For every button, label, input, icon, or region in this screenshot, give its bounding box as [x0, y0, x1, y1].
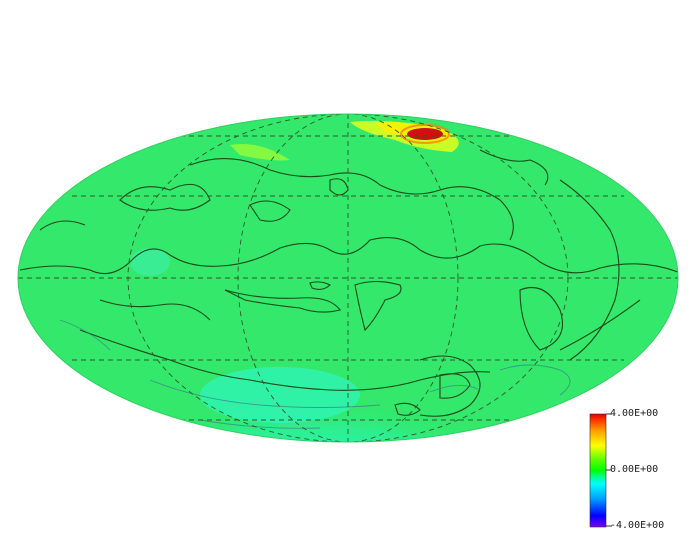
- colorbar-labels: 4.00E+00 0.00E+00 -4.00E+00: [588, 408, 688, 531]
- west-cyan-patch: [130, 248, 170, 276]
- graticule: [18, 114, 678, 442]
- north-orange-rim: [400, 124, 450, 144]
- colorbar: [589, 413, 612, 528]
- colorbar-min-label: -4.00E+00: [610, 520, 665, 531]
- north-red-hotspot: [407, 128, 443, 140]
- sky-field-layer: [18, 114, 678, 442]
- northwest-yellow-streak: [230, 144, 290, 161]
- colorbar-max-label: 4.00E+00: [610, 408, 659, 419]
- sky-ellipse-outline: [17, 113, 679, 443]
- contour-lines: [19, 149, 678, 417]
- south-contour-lines: [59, 319, 571, 429]
- south-cyan-core: [200, 367, 360, 423]
- colorbar-mid-label: 0.00E+00: [610, 464, 659, 475]
